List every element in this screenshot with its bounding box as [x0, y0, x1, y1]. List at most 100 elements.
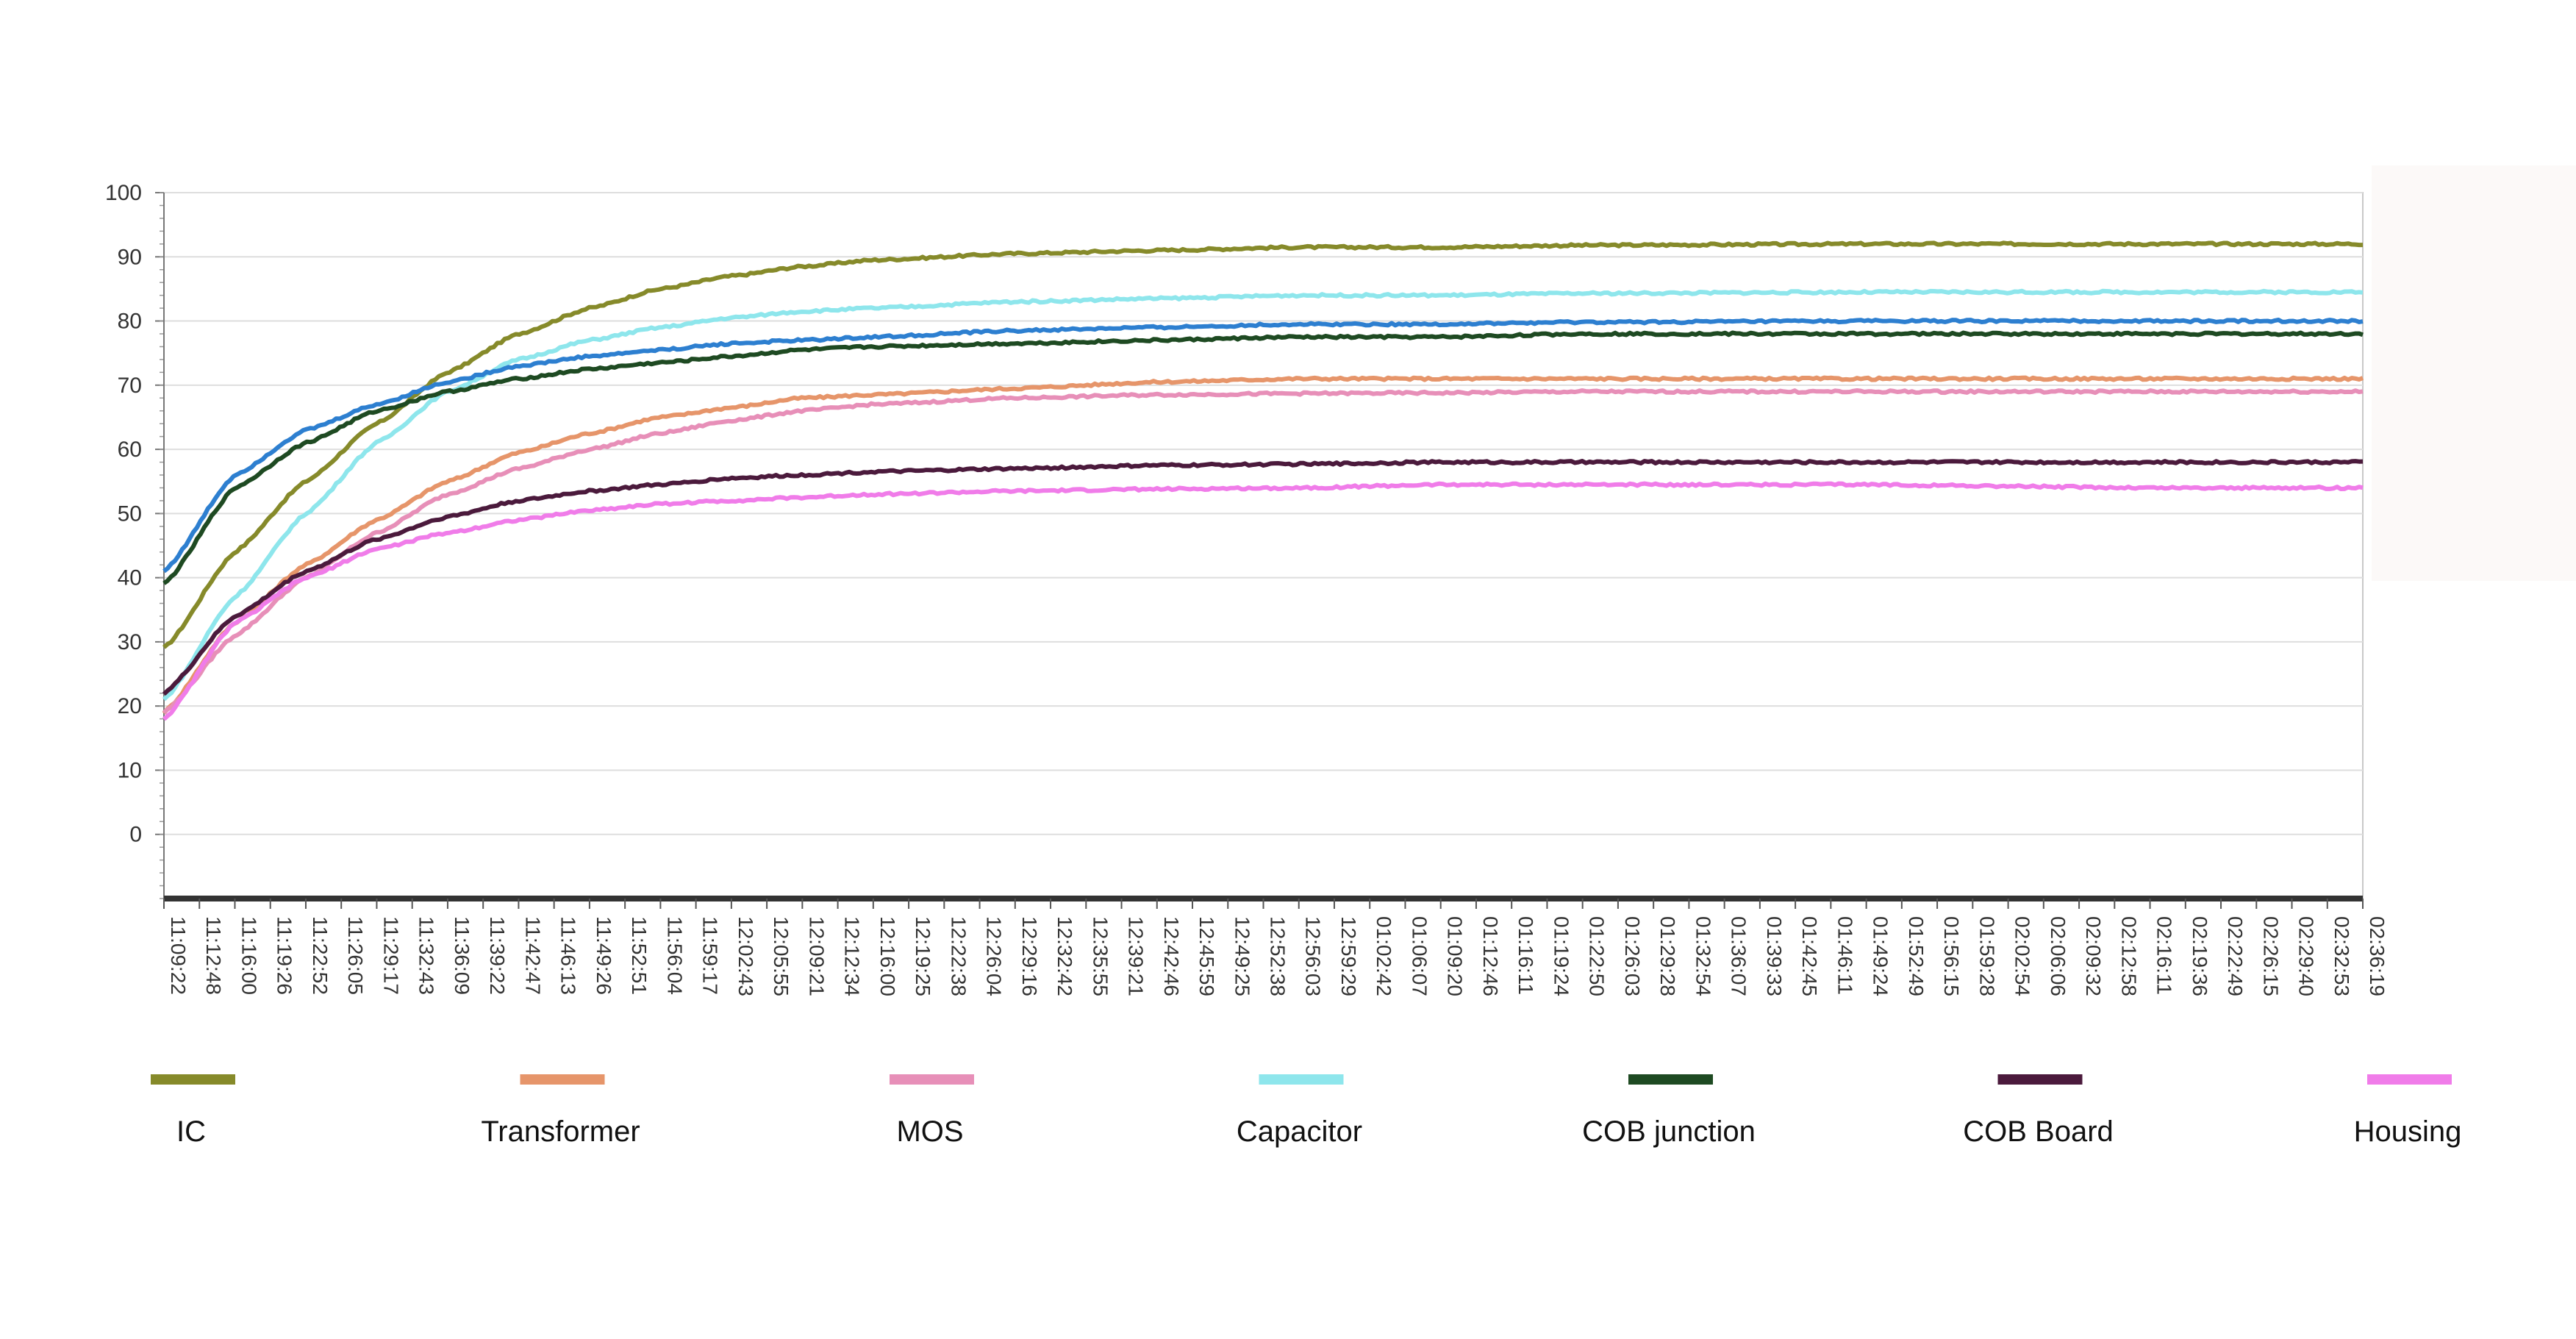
x-tick-label: 12:19:25 — [912, 916, 934, 996]
x-tick-label: 11:46:13 — [557, 916, 580, 995]
legend-label: Housing — [2354, 1115, 2462, 1148]
series-lines — [162, 240, 2364, 721]
x-tick-label: 12:26:04 — [983, 916, 1006, 996]
legend-swatch — [151, 1074, 235, 1085]
legend-swatch — [2367, 1074, 2452, 1085]
x-tick-label: 01:26:03 — [1621, 916, 1644, 996]
legend-swatch — [1997, 1074, 2083, 1085]
x-tick-label: 12:29:16 — [1018, 916, 1041, 996]
x-tick-label: 02:36:19 — [2366, 916, 2389, 996]
x-tick-label: 11:56:04 — [663, 916, 686, 995]
x-tick-label: 12:59:29 — [1337, 916, 1360, 996]
x-tick-label: 01:52:49 — [1905, 916, 1928, 996]
x-tick-label: 02:19:36 — [2189, 916, 2211, 996]
y-tick-label: 20 — [118, 694, 142, 718]
y-tick-label: 100 — [105, 181, 142, 205]
legend-label: Transformer — [481, 1115, 640, 1148]
x-tick-label: 01:22:50 — [1586, 916, 1609, 996]
x-tick-label: 11:49:26 — [593, 916, 615, 995]
x-tick-label: 12:32:42 — [1053, 916, 1076, 996]
legend-swatch — [890, 1074, 974, 1085]
legend-label: MOS — [896, 1115, 963, 1148]
x-tick-label: 12:16:00 — [876, 916, 899, 996]
legend-label: Capacitor — [1237, 1115, 1362, 1148]
x-tick-label: 11:12:48 — [202, 916, 225, 995]
x-tick-label: 01:59:28 — [1975, 916, 1998, 996]
plot-area — [163, 192, 2364, 899]
side-panel — [2372, 165, 2576, 581]
legend-label: COB junction — [1582, 1115, 1756, 1148]
x-tick-label: 12:35:55 — [1089, 916, 1112, 996]
x-tick-label: 12:05:55 — [770, 916, 793, 996]
series-line-ic — [162, 240, 2363, 649]
series-line-capacitor — [162, 288, 2364, 701]
series-line-unlabeled — [162, 318, 2364, 574]
x-tick-label: 01:46:11 — [1833, 916, 1856, 995]
x-tick-label: 02:02:54 — [2011, 916, 2034, 996]
x-tick-label: 02:09:32 — [2082, 916, 2105, 996]
x-axis: 11:09:22 11:12:48 11:16:00 11:19:26 11:22:52… — [163, 896, 2389, 996]
series-line-cob-junction — [162, 330, 2364, 585]
x-tick-label: 11:52:51 — [628, 916, 651, 995]
series-line-housing — [162, 481, 2364, 721]
x-tick-label: 11:09:22 — [167, 916, 190, 995]
x-tick-label: 11:22:52 — [309, 916, 332, 995]
y-tick-label: 80 — [118, 310, 142, 334]
x-tick-label: 11:42:47 — [521, 916, 544, 995]
x-tick-label: 02:29:40 — [2295, 916, 2318, 996]
legend-swatch — [520, 1074, 605, 1085]
x-tick-label: 01:36:07 — [1728, 916, 1750, 996]
x-tick-label: 01:56:15 — [1940, 916, 1963, 996]
x-tick-label: 11:26:05 — [344, 916, 367, 995]
legend-swatch — [1259, 1074, 1344, 1085]
x-tick-label: 11:19:26 — [273, 916, 296, 995]
x-tick-label: 01:49:24 — [1870, 916, 1892, 996]
x-tick-label: 12:56:03 — [1302, 916, 1325, 996]
y-tick-label: 30 — [118, 630, 142, 654]
x-tick-label: 01:32:54 — [1692, 916, 1714, 996]
x-tick-label: 11:36:09 — [451, 916, 473, 995]
series-line-transformer — [162, 375, 2364, 715]
x-tick-label: 01:02:42 — [1373, 916, 1395, 996]
y-tick-label: 60 — [118, 438, 142, 462]
x-tick-label: 12:39:21 — [1125, 916, 1148, 996]
x-tick-label: 12:22:38 — [947, 916, 970, 996]
x-tick-label: 12:42:46 — [1160, 916, 1183, 996]
x-tick-label: 01:16:11 — [1514, 916, 1537, 995]
x-tick-label: 02:12:58 — [2117, 916, 2140, 996]
x-tick-label: 12:09:21 — [805, 916, 828, 996]
x-tick-label: 11:29:17 — [379, 916, 402, 995]
x-tick-label: 02:06:06 — [2047, 916, 2069, 996]
x-tick-label: 01:09:20 — [1444, 916, 1467, 996]
legend-swatch — [1628, 1074, 1713, 1085]
legend: IC Transformer MOS Capacitor COB junction COB… — [151, 1074, 2461, 1148]
x-tick-label: 11:16:00 — [237, 916, 260, 995]
series-line-cob-board — [162, 459, 2364, 696]
y-tick-label: 50 — [118, 501, 142, 526]
x-tick-label: 12:02:43 — [734, 916, 757, 996]
x-tick-label: 11:59:17 — [699, 916, 722, 995]
x-tick-label: 12:52:38 — [1267, 916, 1289, 996]
x-tick-label: 01:19:24 — [1550, 916, 1573, 996]
series-line-mos — [162, 388, 2364, 715]
x-tick-label: 11:32:43 — [415, 916, 438, 995]
y-tick-label: 40 — [118, 566, 142, 590]
y-tick-label: 70 — [118, 374, 142, 398]
x-tick-label: 01:06:07 — [1408, 916, 1431, 996]
x-tick-label: 12:12:34 — [841, 916, 864, 996]
x-tick-label: 02:32:53 — [2330, 916, 2353, 996]
legend-label: COB Board — [1963, 1115, 2114, 1148]
y-tick-label: 90 — [118, 245, 142, 269]
legend-label: IC — [176, 1115, 206, 1148]
x-tick-label: 01:42:45 — [1798, 916, 1821, 996]
grid-lines — [164, 192, 2363, 835]
x-tick-label: 12:49:25 — [1231, 916, 1253, 996]
x-tick-label: 11:39:22 — [486, 916, 509, 995]
x-tick-label: 02:22:49 — [2224, 916, 2247, 996]
x-tick-label: 01:29:28 — [1656, 916, 1679, 996]
x-tick-label: 02:26:15 — [2259, 916, 2282, 996]
x-tick-label: 01:12:46 — [1479, 916, 1502, 996]
